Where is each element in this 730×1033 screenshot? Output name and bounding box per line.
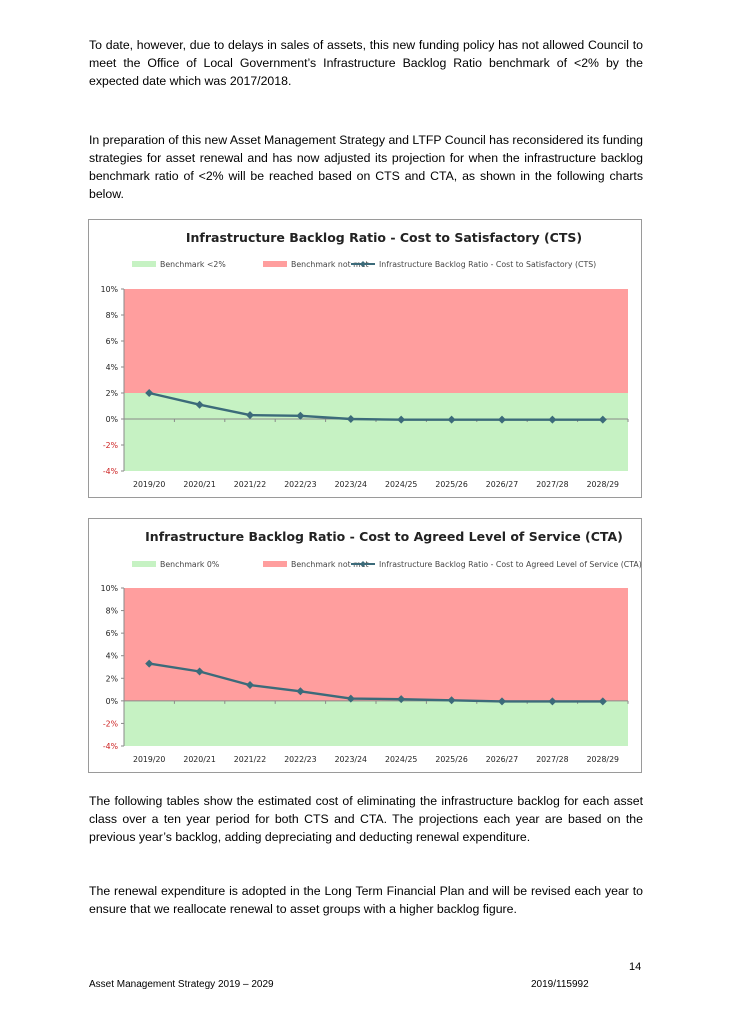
cta-x-tick-label: 2022/23 (284, 755, 316, 764)
cta-x-tick-label: 2028/29 (587, 755, 619, 764)
cts-data-point (195, 400, 204, 409)
cts-x-tick-label: 2021/22 (234, 480, 266, 489)
body-paragraph-4: The renewal expenditure is adopted in th… (89, 884, 643, 916)
cts-y-tick-label: 8% (106, 311, 118, 320)
cta-legend-swatch-1 (132, 561, 156, 567)
cta-y-tick-label: 10% (101, 584, 118, 593)
cta-legend-label-2: Benchmark not met (291, 560, 369, 569)
cta-x-tick-label: 2024/25 (385, 755, 417, 764)
cts-data-point (548, 415, 557, 424)
cts-band-not-met (124, 289, 628, 393)
cta-data-point (246, 681, 254, 690)
cta-data-point (145, 659, 154, 668)
cts-data-point (498, 415, 506, 424)
cts-data-point (397, 415, 406, 424)
cts-x-tick-label: 2020/21 (183, 480, 215, 489)
body-paragraph-1: To date, however, due to delays in sales… (89, 38, 643, 88)
cta-data-point (296, 687, 305, 696)
cta-data-point (346, 694, 355, 703)
cta-data-point (498, 697, 506, 706)
chart-cta: Infrastructure Backlog Ratio - Cost to A… (88, 518, 642, 773)
cts-legend-swatch-1 (132, 261, 156, 267)
cts-x-tick-label: 2027/28 (536, 480, 568, 489)
cts-y-tick-label: 10% (101, 285, 118, 294)
cta-legend-label-1: Benchmark 0% (160, 560, 219, 569)
cts-data-point (598, 415, 607, 424)
cts-data-point (296, 411, 305, 420)
cta-y-tick-label: 8% (106, 607, 118, 616)
cta-y-tick-label: -4% (103, 742, 118, 751)
cta-x-tick-label: 2026/27 (486, 755, 518, 764)
cts-y-tick-label: 6% (106, 337, 118, 346)
chart-cts: Infrastructure Backlog Ratio - Cost to S… (88, 219, 642, 498)
cta-x-tick-label: 2023/24 (335, 755, 367, 764)
cta-x-tick-label: 2019/20 (133, 755, 165, 764)
page-number: 14 (629, 961, 642, 973)
body-paragraph-3: The following tables show the estimated … (89, 794, 643, 844)
cta-y-tick-label: -2% (103, 719, 118, 728)
footer-document-title: Asset Management Strategy 2019 – 2029 (89, 979, 274, 990)
body-paragraph-2: In preparation of this new Asset Managem… (89, 133, 643, 201)
cta-data-point (447, 696, 456, 705)
cts-chart-title: Infrastructure Backlog Ratio - Cost to S… (186, 230, 582, 245)
cts-series-line (148, 391, 603, 421)
cts-y-tick-label: 4% (106, 363, 118, 372)
cts-y-tick-label: 2% (106, 389, 118, 398)
chart-cts-svg: Infrastructure Backlog Ratio - Cost to S… (101, 230, 629, 489)
cts-y-tick-label: 0% (106, 415, 118, 424)
cta-x-tick-label: 2021/22 (234, 755, 266, 764)
cta-data-point (598, 697, 607, 706)
cta-data-point (397, 695, 406, 704)
cts-x-tick-label: 2019/20 (133, 480, 165, 489)
cts-legend-swatch-2 (263, 261, 287, 267)
cta-y-tick-label: 6% (106, 629, 118, 638)
cts-x-tick-label: 2023/24 (335, 480, 367, 489)
cts-legend-label-3: Infrastructure Backlog Ratio - Cost to S… (379, 260, 596, 269)
chart-cta-svg: Infrastructure Backlog Ratio - Cost to A… (101, 529, 642, 764)
cta-band-not-met (124, 588, 628, 701)
cts-x-tick-label: 2022/23 (284, 480, 316, 489)
cts-y-tick-label: -2% (103, 441, 118, 450)
cta-data-point (195, 667, 204, 676)
cts-data-point (246, 411, 254, 420)
footer-reference: 2019/115992 (531, 979, 589, 990)
cta-y-tick-label: 4% (106, 652, 118, 661)
cts-x-tick-label: 2026/27 (486, 480, 518, 489)
cta-data-point (548, 697, 557, 706)
cts-x-tick-label: 2025/26 (435, 480, 467, 489)
cta-x-tick-label: 2020/21 (183, 755, 215, 764)
cta-x-tick-label: 2025/26 (435, 755, 467, 764)
cta-y-tick-label: 2% (106, 674, 118, 683)
cta-y-tick-label: 0% (106, 697, 118, 706)
cts-data-point (447, 415, 456, 424)
cta-legend-swatch-2 (263, 561, 287, 567)
cts-data-point (145, 389, 154, 397)
cta-legend-label-3: Infrastructure Backlog Ratio - Cost to A… (379, 560, 642, 569)
cts-x-tick-label: 2024/25 (385, 480, 417, 489)
cts-data-point (346, 415, 355, 423)
cta-series-line (149, 662, 603, 703)
cta-chart-title: Infrastructure Backlog Ratio - Cost to A… (145, 529, 623, 544)
cts-y-tick-label: -4% (103, 467, 118, 476)
cts-legend-label-2: Benchmark not met (291, 260, 369, 269)
cts-legend-label-1: Benchmark <2% (160, 260, 226, 269)
cta-x-tick-label: 2027/28 (536, 755, 568, 764)
cts-x-tick-label: 2028/29 (587, 480, 619, 489)
cta-band-met (124, 700, 628, 746)
cta-legend-marker (360, 561, 366, 567)
cts-legend-marker (360, 261, 366, 267)
